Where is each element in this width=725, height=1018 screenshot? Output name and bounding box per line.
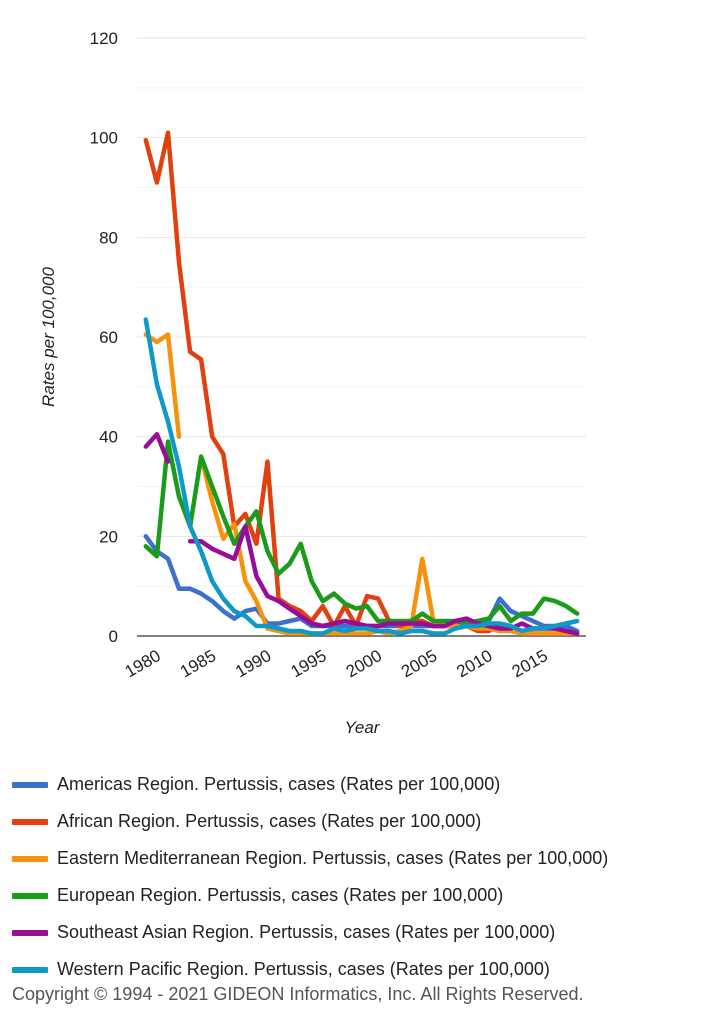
legend-label: Southeast Asian Region. Pertussis, cases…	[57, 922, 556, 942]
legend-label: Western Pacific Region. Pertussis, cases…	[57, 959, 550, 979]
line-chart: 0 20 40 60 80 100 120 1980 1985 1990 1995 2000 2005…	[39, 29, 586, 737]
legend-label: Eastern Mediterranean Region. Pertussis,…	[57, 848, 609, 868]
legend-swatch	[12, 781, 48, 788]
legend-swatch	[12, 818, 48, 825]
series-line	[143, 431, 171, 464]
series-line	[143, 317, 580, 636]
gridlines	[137, 37, 586, 637]
legend-label: European Region. Pertussis, cases (Rates…	[57, 885, 504, 905]
x-axis-ticks: 1980 1985 1990 1995 2000 2005 2010 2015	[122, 646, 551, 681]
x-tick-label: 1995	[287, 646, 329, 681]
legend: Americas Region. Pertussis, cases (Rates…	[12, 766, 608, 988]
series-lines	[143, 130, 580, 636]
x-tick-label: 2015	[509, 646, 551, 681]
legend-entry[interactable]: Eastern Mediterranean Region. Pertussis,…	[12, 840, 608, 877]
y-tick-label: 100	[90, 129, 118, 148]
legend-swatch	[12, 855, 48, 862]
y-tick-label: 60	[99, 328, 118, 347]
legend-label: Americas Region. Pertussis, cases (Rates…	[57, 774, 501, 794]
legend-swatch	[12, 892, 48, 899]
x-axis-title: Year	[345, 718, 381, 737]
series-line	[143, 130, 580, 636]
series-line	[198, 454, 580, 636]
legend-entry[interactable]: Southeast Asian Region. Pertussis, cases…	[12, 914, 608, 951]
legend-swatch	[12, 929, 48, 936]
x-tick-label: 2005	[398, 646, 440, 681]
y-tick-label: 80	[99, 228, 118, 247]
legend-label: African Region. Pertussis, cases (Rates …	[57, 811, 482, 831]
y-tick-label: 20	[99, 527, 118, 546]
legend-entry[interactable]: European Region. Pertussis, cases (Rates…	[12, 877, 608, 914]
y-axis-ticks: 0 20 40 60 80 100 120	[90, 29, 118, 646]
y-tick-label: 120	[90, 29, 118, 48]
x-tick-label: 2010	[453, 646, 495, 681]
y-tick-label: 40	[99, 428, 118, 447]
x-tick-label: 1990	[232, 646, 274, 681]
copyright-notice: Copyright © 1994 - 2021 GIDEON Informati…	[12, 984, 584, 1004]
x-tick-label: 2000	[343, 646, 385, 681]
legend-swatch	[12, 966, 48, 973]
x-tick-label: 1980	[122, 646, 164, 681]
series-line	[143, 332, 182, 439]
y-tick-label: 0	[109, 627, 118, 646]
legend-entry[interactable]: Americas Region. Pertussis, cases (Rates…	[12, 766, 608, 803]
legend-entry[interactable]: Western Pacific Region. Pertussis, cases…	[12, 951, 608, 988]
legend-entry[interactable]: African Region. Pertussis, cases (Rates …	[12, 803, 608, 840]
y-axis-title: Rates per 100,000	[39, 267, 58, 407]
x-tick-label: 1985	[177, 646, 219, 681]
series-line	[143, 439, 580, 626]
